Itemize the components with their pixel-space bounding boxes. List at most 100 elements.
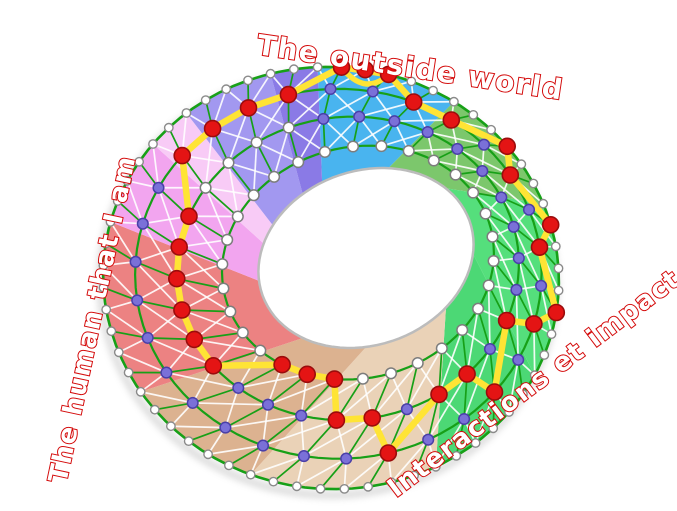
boundary-node[interactable]: [122, 175, 133, 186]
selected-node[interactable]: [298, 365, 317, 384]
selected-node[interactable]: [404, 93, 423, 111]
selected-node[interactable]: [430, 385, 448, 404]
boundary-node[interactable]: [223, 460, 234, 471]
boundary-node[interactable]: [100, 238, 111, 249]
level-node-purple[interactable]: [317, 112, 330, 125]
boundary-node[interactable]: [470, 438, 481, 448]
level-node-white[interactable]: [318, 145, 331, 158]
level-node-purple[interactable]: [421, 126, 434, 139]
boundary-node[interactable]: [315, 483, 326, 494]
boundary-node[interactable]: [200, 95, 211, 106]
level-node-white[interactable]: [216, 258, 229, 271]
selected-node[interactable]: [525, 315, 543, 333]
level-node-purple[interactable]: [400, 403, 413, 416]
selected-node[interactable]: [498, 137, 517, 156]
level-node-white[interactable]: [236, 326, 249, 339]
level-node-white[interactable]: [449, 168, 462, 181]
boundary-node[interactable]: [488, 423, 499, 434]
level-node-purple[interactable]: [522, 203, 536, 216]
level-node-purple[interactable]: [495, 191, 508, 204]
boundary-node[interactable]: [539, 350, 550, 360]
level-node-purple[interactable]: [261, 398, 275, 411]
boundary-node[interactable]: [148, 139, 158, 149]
selected-node[interactable]: [173, 301, 191, 319]
selected-node[interactable]: [279, 85, 298, 104]
level-node-purple[interactable]: [458, 412, 471, 426]
selected-node[interactable]: [332, 58, 351, 76]
level-node-white[interactable]: [435, 342, 448, 355]
level-node-white[interactable]: [486, 230, 499, 243]
boundary-node[interactable]: [448, 96, 459, 107]
boundary-node[interactable]: [538, 198, 549, 209]
boundary-node[interactable]: [203, 449, 214, 460]
boundary-node[interactable]: [291, 481, 302, 492]
boundary-node[interactable]: [123, 367, 134, 378]
level-node-white[interactable]: [250, 136, 263, 149]
level-node-purple[interactable]: [535, 279, 548, 292]
level-node-purple[interactable]: [353, 110, 366, 123]
boundary-node[interactable]: [363, 481, 373, 492]
boundary-node[interactable]: [135, 386, 146, 397]
boundary-node[interactable]: [409, 470, 419, 481]
level-node-white[interactable]: [224, 305, 237, 318]
level-node-white[interactable]: [411, 357, 424, 370]
boundary-node[interactable]: [265, 68, 276, 79]
level-node-white[interactable]: [346, 140, 360, 153]
selected-node[interactable]: [363, 409, 382, 427]
boundary-node[interactable]: [134, 156, 145, 167]
boundary-node[interactable]: [504, 407, 514, 417]
selected-node[interactable]: [185, 330, 204, 349]
level-node-white[interactable]: [221, 233, 234, 246]
boundary-node[interactable]: [113, 347, 124, 358]
boundary-node[interactable]: [528, 178, 539, 189]
boundary-node[interactable]: [550, 241, 561, 252]
level-node-purple[interactable]: [256, 439, 270, 452]
selected-node[interactable]: [379, 65, 398, 84]
boundary-node[interactable]: [518, 389, 528, 400]
selected-node[interactable]: [530, 238, 549, 256]
boundary-node[interactable]: [112, 196, 123, 206]
selected-node[interactable]: [442, 111, 461, 129]
level-node-purple[interactable]: [324, 82, 337, 96]
selected-node[interactable]: [168, 269, 186, 288]
level-node-purple[interactable]: [186, 396, 199, 409]
level-node-white[interactable]: [402, 144, 415, 157]
level-node-white[interactable]: [217, 282, 230, 295]
level-node-purple[interactable]: [297, 450, 310, 463]
level-node-white[interactable]: [479, 207, 492, 220]
level-node-white[interactable]: [356, 372, 369, 385]
selected-node[interactable]: [541, 216, 560, 234]
boundary-node[interactable]: [245, 469, 256, 480]
boundary-node[interactable]: [165, 421, 176, 432]
boundary-node[interactable]: [430, 461, 441, 472]
level-node-purple[interactable]: [136, 217, 149, 230]
level-node-purple[interactable]: [131, 294, 144, 307]
level-node-purple[interactable]: [141, 331, 154, 344]
boundary-node[interactable]: [98, 282, 109, 293]
boundary-node[interactable]: [221, 84, 232, 95]
level-node-white[interactable]: [472, 302, 485, 315]
selected-node[interactable]: [239, 99, 258, 117]
boundary-node[interactable]: [105, 216, 116, 227]
level-node-white[interactable]: [487, 254, 500, 268]
boundary-node[interactable]: [516, 159, 527, 170]
boundary-node[interactable]: [451, 450, 462, 461]
selected-node[interactable]: [173, 146, 191, 165]
boundary-node[interactable]: [183, 436, 194, 446]
level-node-white[interactable]: [292, 156, 305, 169]
selected-node[interactable]: [547, 303, 566, 322]
boundary-node[interactable]: [268, 476, 279, 487]
boundary-node[interactable]: [406, 76, 417, 87]
boundary-node[interactable]: [106, 326, 117, 337]
level-node-purple[interactable]: [510, 283, 523, 296]
selected-node[interactable]: [356, 60, 375, 79]
level-node-purple[interactable]: [507, 220, 520, 233]
selected-node[interactable]: [497, 311, 516, 330]
selected-node[interactable]: [170, 238, 188, 256]
level-node-white[interactable]: [254, 344, 267, 357]
level-node-purple[interactable]: [219, 421, 232, 434]
boundary-node[interactable]: [468, 110, 479, 120]
selected-node[interactable]: [203, 119, 222, 138]
level-node-white[interactable]: [268, 170, 281, 183]
level-node-white[interactable]: [231, 210, 244, 223]
